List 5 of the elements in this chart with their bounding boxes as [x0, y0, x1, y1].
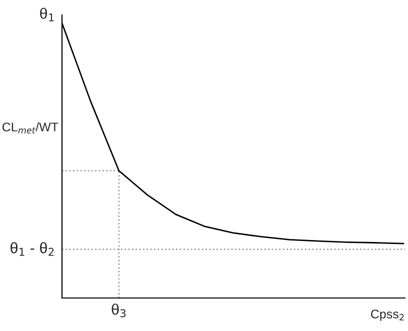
- annotation: θ$_{3}$: [112, 304, 126, 318]
- x-axis-title: Cpss$_{2}$: [371, 310, 404, 321]
- ref-line-label: θ$_{1}$ - θ$_{2}$: [10, 242, 54, 256]
- y-axis-title: CL$_{met}$/WT: [2, 122, 58, 134]
- text: θ$_{1}$: [40, 8, 54, 22]
